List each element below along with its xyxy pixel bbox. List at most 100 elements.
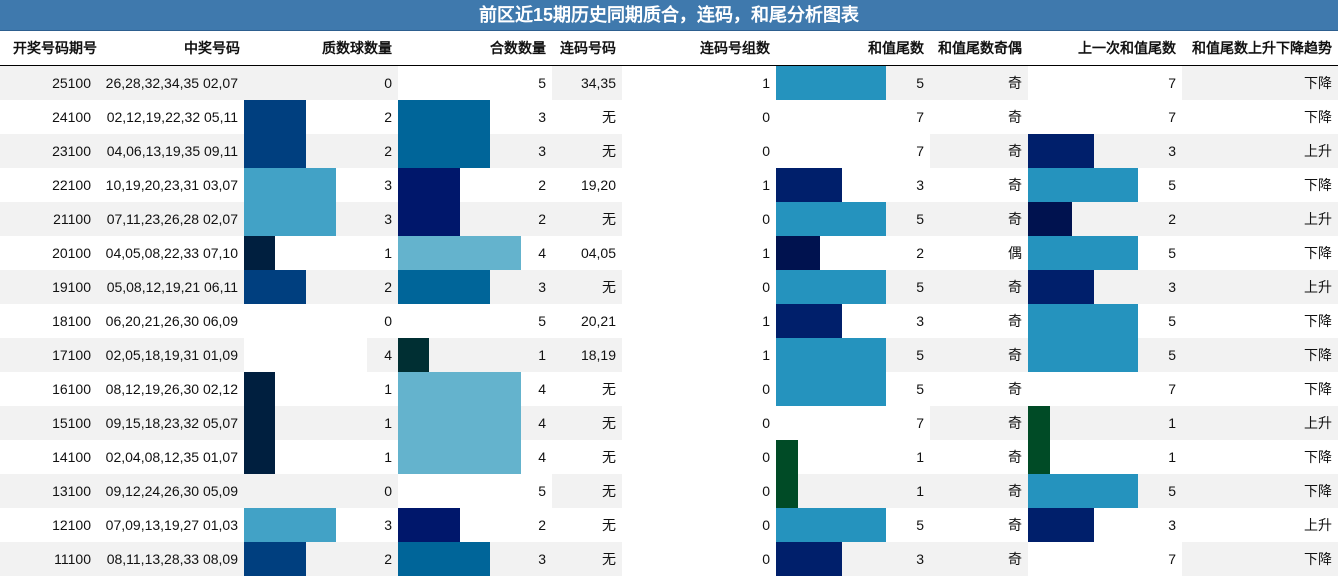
tail-trend-cell-text: 下降 — [1304, 109, 1332, 125]
tail-trend-cell-text: 下降 — [1304, 347, 1332, 363]
value-bar — [244, 202, 336, 236]
tail-trend-cell: 下降 — [1182, 372, 1338, 406]
value-bar — [398, 542, 490, 576]
consecutive-cell: 无 — [552, 134, 622, 168]
sum-tail-cell-text: 5 — [916, 279, 924, 295]
composite-count-cell: 4 — [398, 236, 552, 270]
tail-trend-cell: 下降 — [1182, 100, 1338, 134]
consecutive-cell: 无 — [552, 542, 622, 576]
prime-count-cell: 2 — [244, 134, 398, 168]
period-cell-text: 11100 — [54, 551, 91, 567]
composite-count-cell: 3 — [398, 270, 552, 304]
period-cell: 23100 — [0, 134, 97, 168]
row-stripe — [1138, 474, 1182, 508]
value-bar — [1028, 440, 1050, 474]
composite-count-cell-text: 2 — [538, 517, 546, 533]
tail-trend-cell: 上升 — [1182, 134, 1338, 168]
composite-count-cell-text: 2 — [538, 211, 546, 227]
prime-count-cell: 3 — [244, 168, 398, 202]
row-stripe — [886, 338, 930, 372]
previous-tail-cell: 2 — [1028, 202, 1182, 236]
value-bar — [398, 440, 521, 474]
previous-tail-cell-text: 3 — [1168, 279, 1176, 295]
composite-count-cell: 2 — [398, 508, 552, 542]
numbers-cell: 06,20,21,26,30 06,09 — [97, 304, 244, 338]
chart-title: 前区近15期历史同期质合，连码，和尾分析图表 — [0, 0, 1338, 31]
period-cell-text: 25100 — [52, 75, 91, 91]
previous-tail-cell-text: 1 — [1168, 415, 1176, 431]
tail-trend-cell: 上升 — [1182, 270, 1338, 304]
consecutive-cell-text: 无 — [602, 109, 616, 125]
numbers-cell-text: 26,28,32,34,35 02,07 — [105, 75, 238, 91]
tail-parity-cell-text: 奇 — [1008, 449, 1022, 465]
value-bar — [1028, 406, 1050, 440]
composite-count-cell-text: 3 — [538, 551, 546, 567]
prime-count-cell: 1 — [244, 406, 398, 440]
tail-trend-cell-text: 下降 — [1304, 245, 1332, 261]
row-stripe — [244, 474, 398, 508]
tail-trend-cell-text: 上升 — [1304, 143, 1332, 159]
value-bar — [1028, 508, 1094, 542]
consecutive-groups-cell: 0 — [622, 270, 776, 304]
value-bar — [776, 304, 842, 338]
sum-tail-cell: 5 — [776, 66, 930, 100]
consecutive-groups-cell: 0 — [622, 508, 776, 542]
prime-count-cell-text: 2 — [384, 143, 392, 159]
period-cell-text: 20100 — [52, 245, 91, 261]
table-row: 17100 02,05,18,19,31 01,09 4 1 18,19 1 5 奇 5 下降 — [0, 338, 1338, 372]
value-bar — [776, 542, 842, 576]
composite-count-cell: 3 — [398, 134, 552, 168]
row-stripe — [521, 406, 552, 440]
consecutive-cell: 无 — [552, 270, 622, 304]
numbers-cell: 09,15,18,23,32 05,07 — [97, 406, 244, 440]
consecutive-cell-text: 无 — [602, 279, 616, 295]
prime-count-cell: 2 — [244, 100, 398, 134]
value-bar — [398, 270, 490, 304]
value-bar — [398, 508, 460, 542]
previous-tail-cell-text: 7 — [1168, 551, 1176, 567]
previous-tail-cell: 3 — [1028, 270, 1182, 304]
previous-tail-cell: 5 — [1028, 474, 1182, 508]
consecutive-groups-cell: 0 — [622, 372, 776, 406]
consecutive-groups-cell-text: 0 — [762, 449, 770, 465]
sum-tail-cell: 1 — [776, 474, 930, 508]
consecutive-groups-cell: 1 — [622, 304, 776, 338]
tail-parity-cell: 奇 — [930, 372, 1028, 406]
composite-count-cell-text: 5 — [538, 483, 546, 499]
value-bar — [244, 100, 306, 134]
row-stripe — [798, 474, 930, 508]
prime-count-cell-text: 0 — [384, 75, 392, 91]
prime-count-cell-text: 3 — [384, 211, 392, 227]
tail-trend-cell-text: 下降 — [1304, 381, 1332, 397]
consecutive-groups-cell-text: 0 — [762, 143, 770, 159]
value-bar — [398, 236, 521, 270]
value-bar — [1028, 270, 1094, 304]
sum-tail-cell-text: 7 — [916, 109, 924, 125]
consecutive-groups-cell: 0 — [622, 440, 776, 474]
consecutive-cell-text: 无 — [602, 449, 616, 465]
consecutive-cell: 04,05 — [552, 236, 622, 270]
row-stripe — [842, 542, 930, 576]
sum-tail-cell-text: 5 — [916, 211, 924, 227]
previous-tail-cell-text: 7 — [1168, 75, 1176, 91]
composite-count-cell-text: 4 — [538, 449, 546, 465]
tail-parity-cell-text: 奇 — [1008, 313, 1022, 329]
value-bar — [244, 168, 336, 202]
numbers-cell-text: 07,11,23,26,28 02,07 — [106, 211, 238, 227]
composite-count-cell: 5 — [398, 474, 552, 508]
header-period: 开奖号码期号 — [13, 40, 97, 56]
row-stripe — [886, 270, 930, 304]
table-header: 开奖号码期号 中奖号码 质数球数量 合数数量 连码号码 连码号组数 和值尾数 和… — [0, 31, 1338, 66]
composite-count-cell-text: 4 — [538, 245, 546, 261]
prime-count-cell: 2 — [244, 270, 398, 304]
period-cell-text: 22100 — [52, 177, 91, 193]
sum-tail-cell: 1 — [776, 440, 930, 474]
period-cell-text: 19100 — [52, 279, 91, 295]
table-row: 18100 06,20,21,26,30 06,09 0 5 20,21 1 3 奇 5 下降 — [0, 304, 1338, 338]
composite-count-cell: 1 — [398, 338, 552, 372]
value-bar — [776, 338, 886, 372]
period-cell: 13100 — [0, 474, 97, 508]
header-consecutive-groups: 连码号组数 — [700, 40, 770, 56]
numbers-cell: 07,11,23,26,28 02,07 — [97, 202, 244, 236]
value-bar — [776, 270, 886, 304]
